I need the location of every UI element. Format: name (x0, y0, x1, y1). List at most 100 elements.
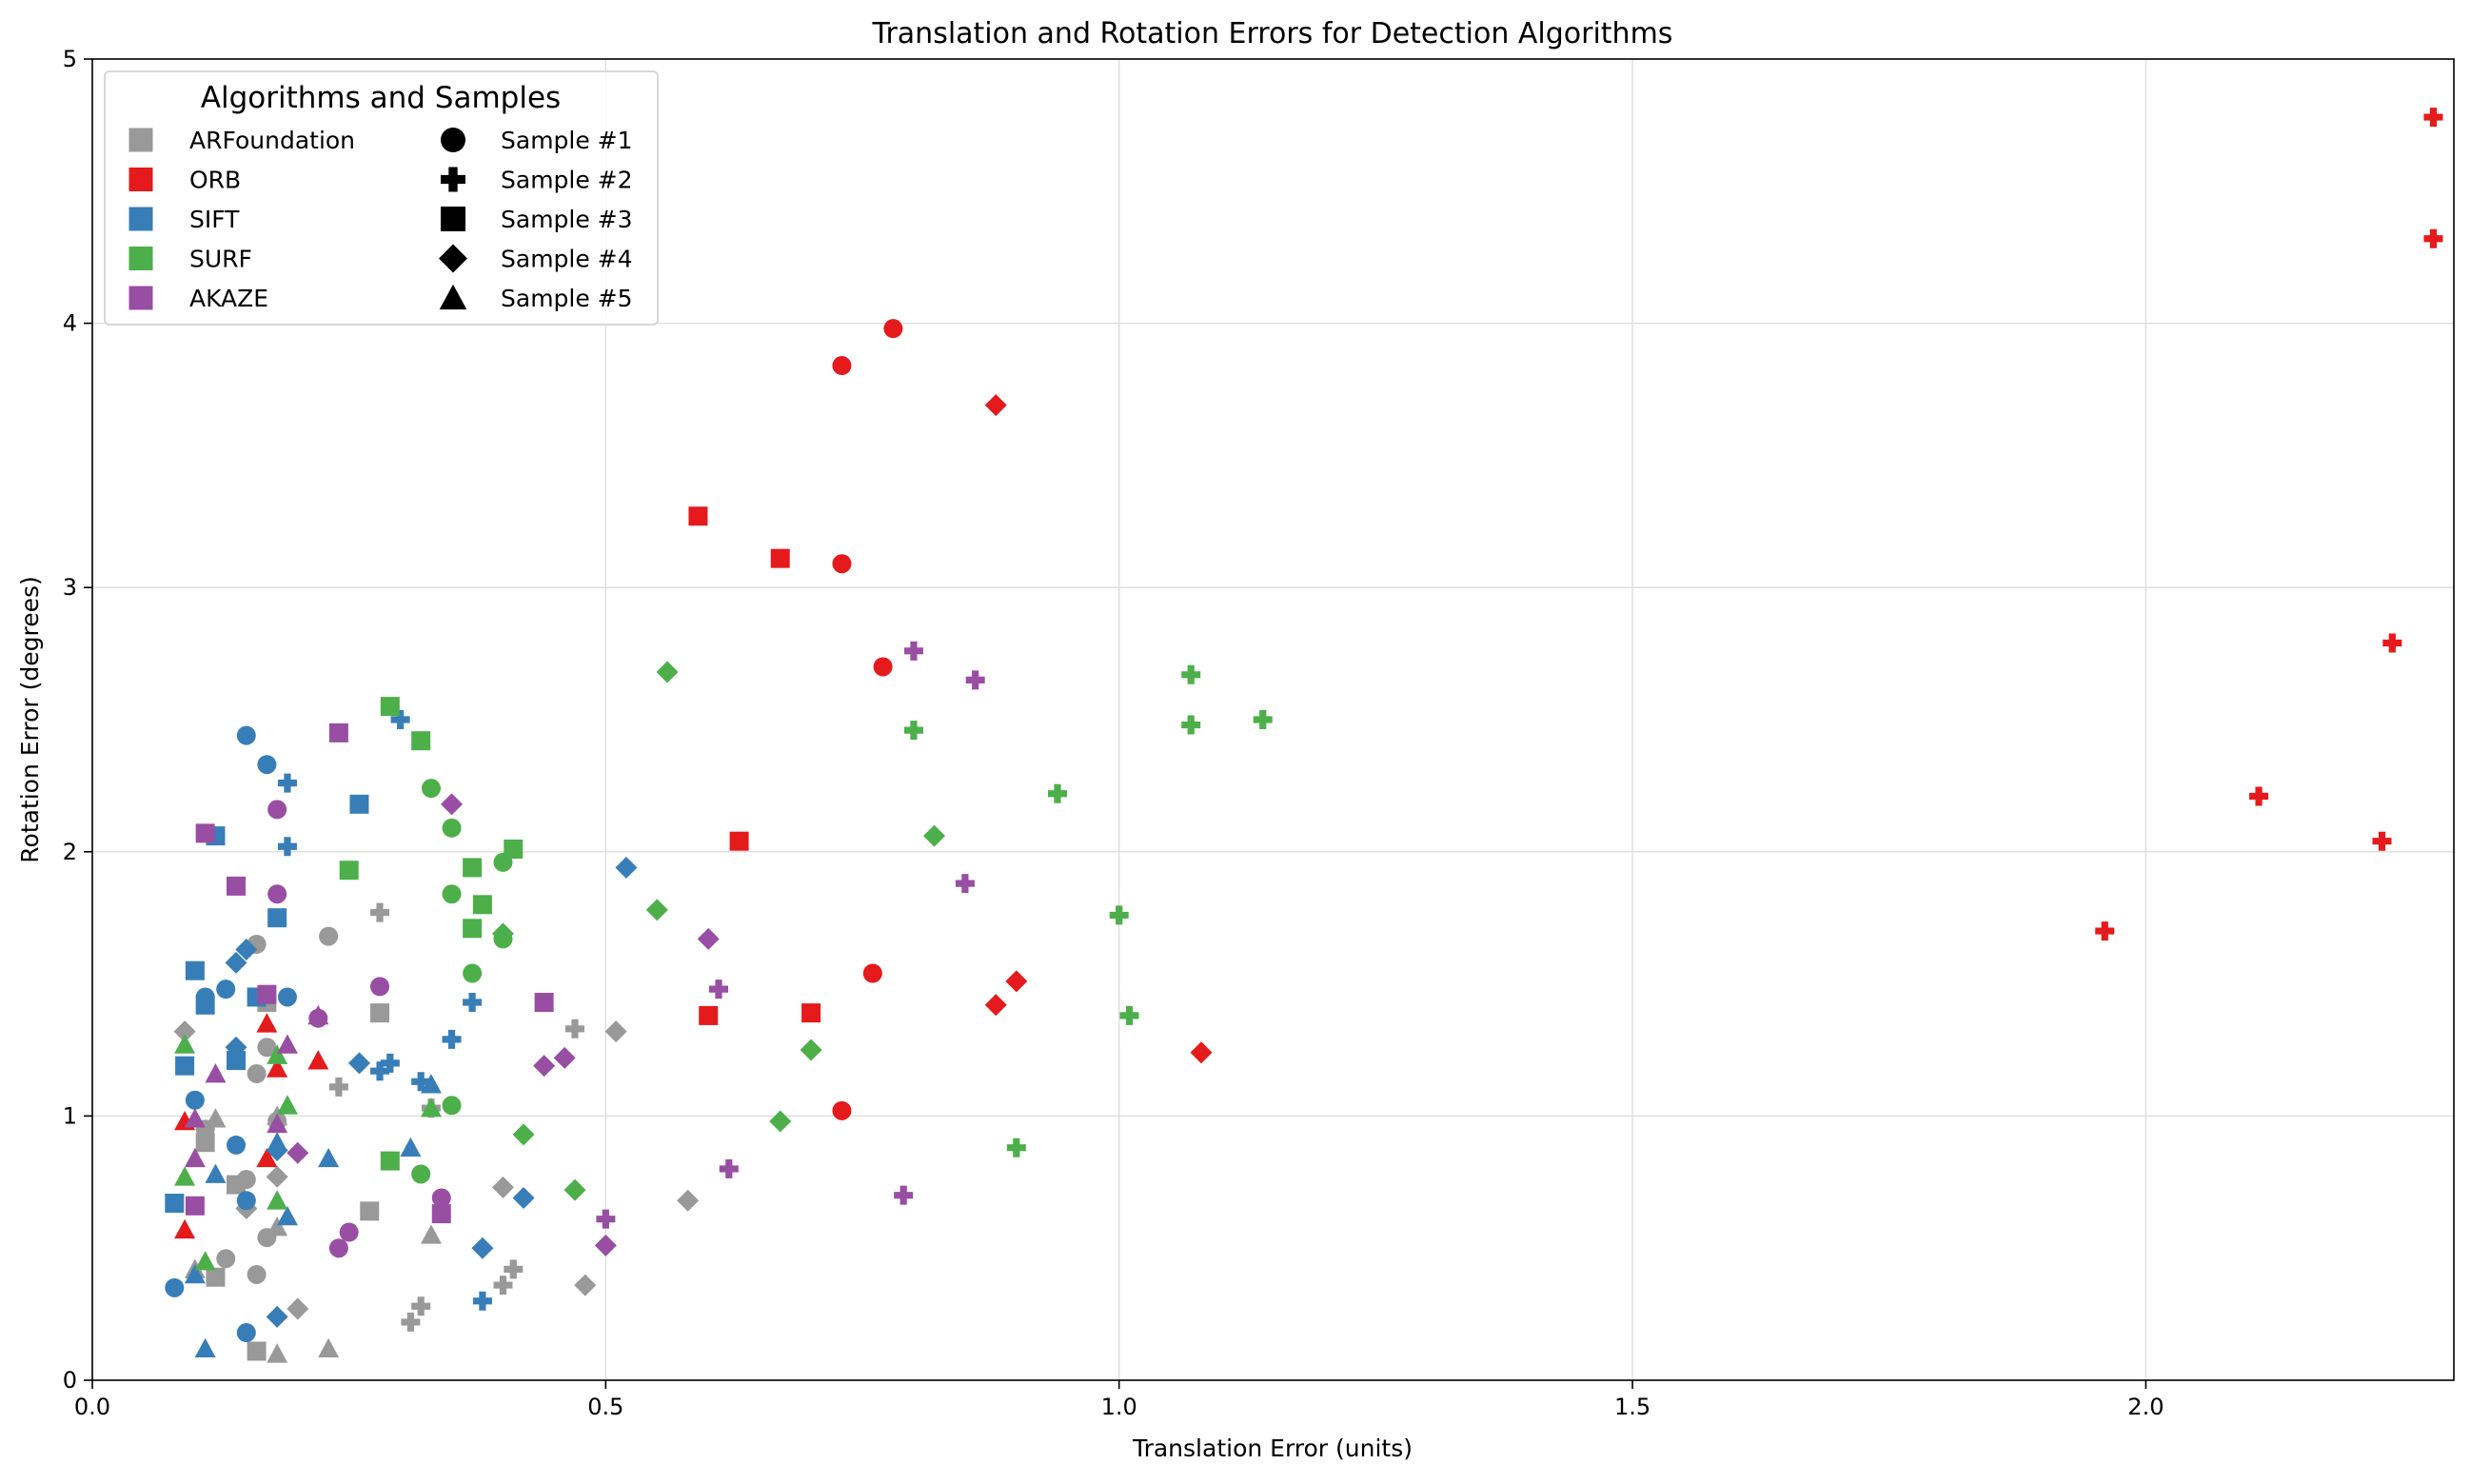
data-point (903, 641, 923, 661)
data-point (267, 884, 287, 904)
data-point (267, 1216, 288, 1237)
x-tick-label: 0.0 (74, 1394, 110, 1420)
data-point (604, 1020, 627, 1043)
data-point (174, 1218, 196, 1239)
data-point (2095, 921, 2115, 941)
data-point (370, 1003, 390, 1023)
data-point (1181, 664, 1201, 684)
data-point (472, 895, 492, 915)
data-point (697, 927, 720, 950)
data-point (247, 1341, 267, 1361)
data-point (267, 1343, 288, 1363)
data-point (165, 1277, 185, 1297)
data-point (431, 1188, 451, 1208)
plot-frame (91, 58, 2455, 1381)
data-point (2423, 108, 2443, 128)
data-point (512, 1186, 535, 1209)
data-point (276, 1095, 298, 1115)
data-point (318, 1337, 340, 1358)
data-point (227, 876, 247, 896)
data-point (563, 1178, 586, 1201)
legend-box (104, 70, 659, 326)
data-point (421, 779, 441, 799)
data-point (442, 818, 462, 838)
data-point (195, 1133, 215, 1153)
data-point (832, 1100, 852, 1120)
data-point (645, 899, 668, 921)
data-point (256, 1147, 278, 1168)
data-point (965, 670, 985, 690)
data-point (267, 1058, 288, 1078)
y-tick-label: 0 (63, 1367, 77, 1394)
data-point (832, 356, 852, 376)
data-point (832, 554, 852, 574)
data-point (277, 837, 297, 857)
data-point (463, 858, 483, 878)
data-point (1181, 715, 1201, 735)
data-point (267, 1044, 288, 1064)
data-point (2372, 831, 2392, 851)
data-point (390, 710, 410, 729)
legend-marker (439, 244, 467, 273)
data-point (266, 1165, 288, 1188)
data-point (267, 1113, 288, 1134)
data-point (1005, 970, 1028, 993)
data-point (463, 919, 483, 939)
data-point (883, 319, 903, 339)
data-point (955, 874, 975, 894)
data-point (411, 1296, 431, 1316)
data-point (504, 840, 524, 860)
data-point (411, 731, 431, 751)
data-point (267, 800, 287, 820)
data-point (770, 548, 790, 568)
data-point (984, 994, 1007, 1017)
legend: Algorithms and Samples ARFoundation ORB SIF… (104, 70, 659, 326)
legend-swatch (128, 128, 153, 152)
data-point (257, 755, 277, 775)
data-point (512, 1123, 535, 1146)
data-point (276, 1034, 298, 1054)
legend-swatch (128, 168, 153, 191)
data-point (596, 1209, 616, 1229)
data-point (656, 661, 679, 683)
data-point (307, 1050, 329, 1070)
data-point (411, 1164, 431, 1184)
legend-label: SIFT (189, 206, 240, 233)
data-point (185, 960, 205, 980)
data-point (729, 831, 749, 851)
data-point (411, 1072, 431, 1092)
data-point (328, 1238, 348, 1258)
data-point (380, 1053, 400, 1073)
legend-marker (439, 284, 467, 310)
legend-marker (441, 167, 465, 192)
data-point (370, 1061, 390, 1081)
data-point (205, 1108, 227, 1128)
data-point (173, 1020, 196, 1043)
data-point (225, 951, 247, 974)
data-point (401, 1312, 421, 1332)
legend-swatch (128, 207, 153, 231)
data-point (174, 1034, 196, 1054)
data-point (894, 1185, 914, 1205)
data-point (420, 1074, 442, 1094)
data-point (463, 993, 483, 1013)
data-point (677, 1189, 700, 1212)
data-point (441, 793, 464, 816)
legend-title: Algorithms and Samples (201, 81, 561, 115)
data-point (574, 1274, 597, 1296)
data-point (227, 1051, 247, 1071)
data-point (174, 1166, 196, 1186)
data-point (277, 987, 297, 1007)
legend-swatch (128, 247, 153, 270)
data-point (257, 984, 277, 1004)
data-point (1119, 1005, 1139, 1025)
legend-label: Sample #5 (501, 285, 633, 312)
legend-label: Sample #2 (501, 167, 633, 194)
chart-title: Translation and Rotation Errors for Dete… (872, 17, 1673, 50)
data-point (235, 939, 258, 961)
y-tick-label: 3 (63, 574, 77, 601)
legend-marker (441, 207, 465, 231)
data-point (442, 1096, 462, 1116)
data-point (493, 1276, 513, 1296)
